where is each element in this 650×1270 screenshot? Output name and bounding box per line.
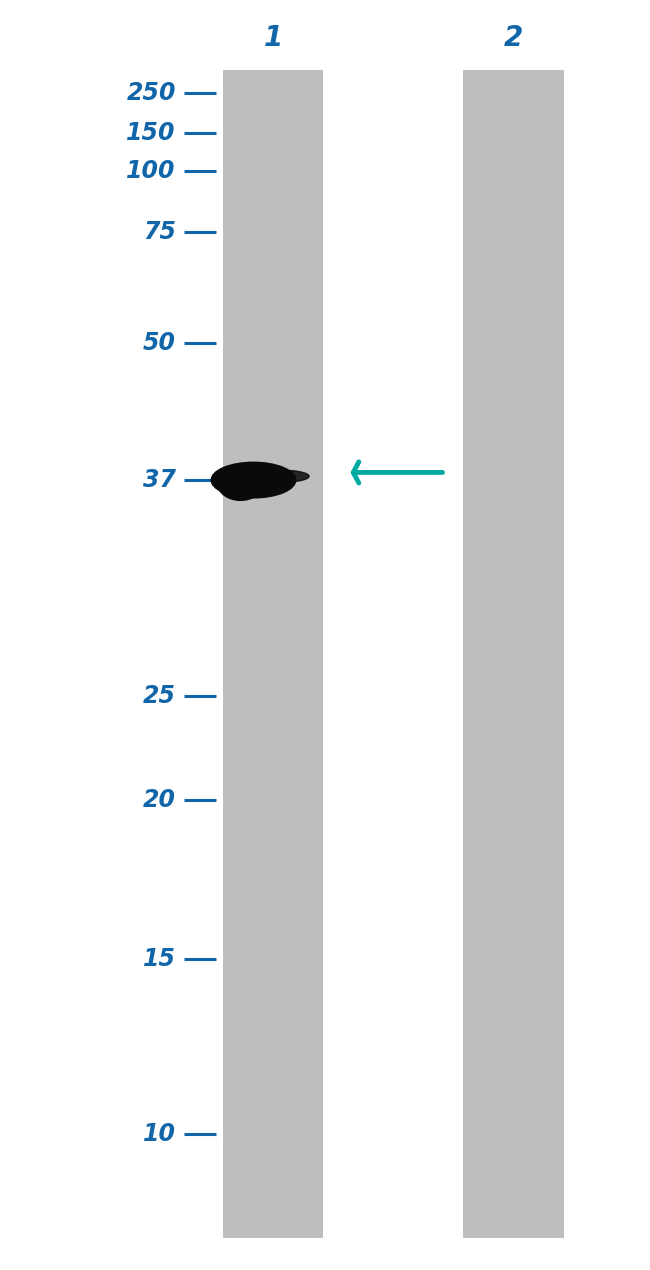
Text: 75: 75 [143,221,176,244]
Text: 100: 100 [126,160,176,183]
Text: 15: 15 [143,947,176,970]
Ellipse shape [250,470,309,483]
Bar [222,70,323,1238]
Ellipse shape [211,462,296,498]
Text: 2: 2 [504,24,523,52]
Text: 37: 37 [143,469,176,491]
Text: 1: 1 [263,24,283,52]
Text: 150: 150 [126,122,176,145]
Text: 50: 50 [143,331,176,354]
Text: 20: 20 [143,789,176,812]
Text: 10: 10 [143,1123,176,1146]
Ellipse shape [217,465,264,500]
Bar [463,70,564,1238]
Text: 250: 250 [126,81,176,104]
Text: 25: 25 [143,685,176,707]
